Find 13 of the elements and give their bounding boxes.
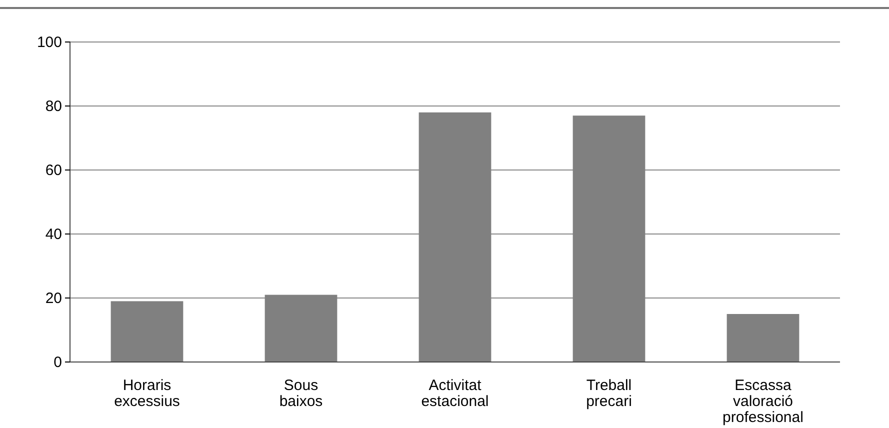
x-tick-label: Treball precari (586, 377, 632, 410)
bar (110, 301, 184, 362)
x-tick-label: Activitat estacional (421, 377, 489, 410)
x-tick-label: Escassa valoració professional (722, 377, 804, 426)
y-tick-label: 60 (45, 162, 62, 179)
y-tick-label: 40 (45, 226, 62, 243)
y-tick-label: 100 (36, 34, 62, 51)
y-tick-label: 20 (45, 290, 62, 307)
y-tick-label: 80 (45, 98, 62, 115)
x-tick-label: Sous baixos (279, 377, 323, 410)
x-tick-label: Horaris excessius (114, 377, 180, 410)
bar (726, 314, 800, 362)
y-tick-label: 0 (54, 354, 62, 371)
